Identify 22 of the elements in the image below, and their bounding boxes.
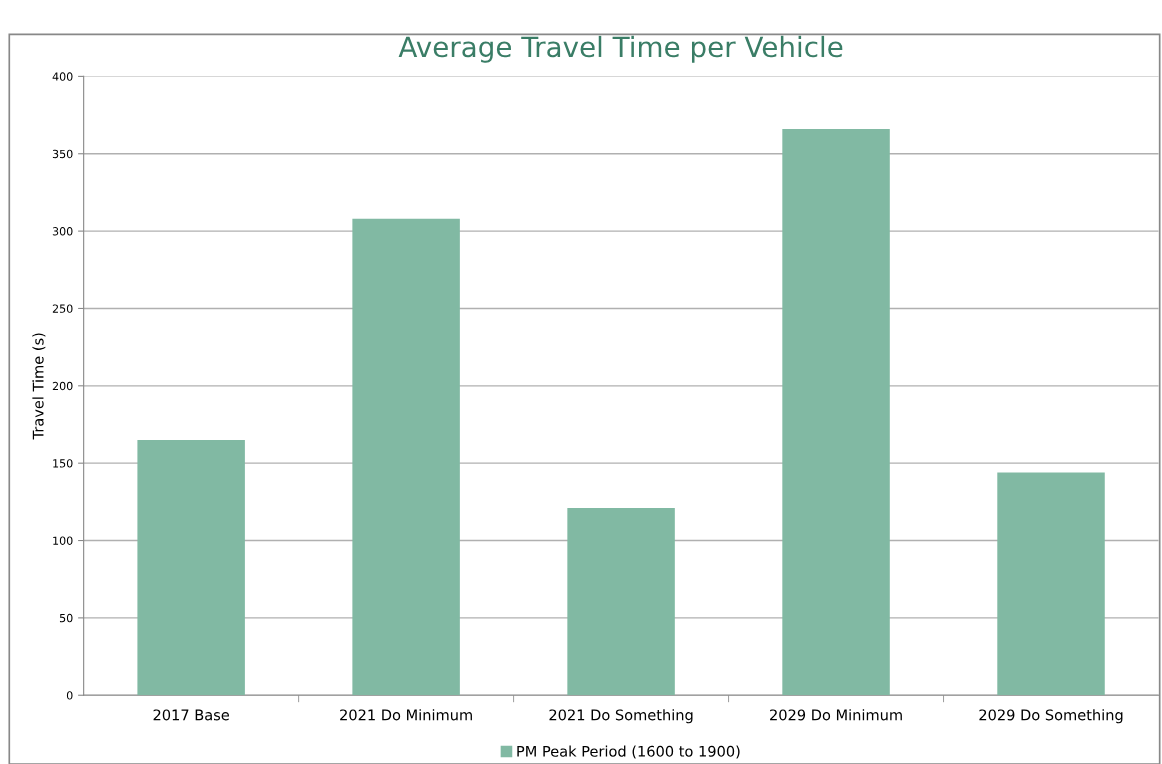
bar [137, 439, 245, 696]
y-axis-title: Travel Time (s) [32, 333, 46, 440]
legend-label: PM Peak Period (1600 to 1900) [517, 745, 740, 759]
bar [567, 508, 675, 696]
bar [782, 129, 890, 696]
y-tick-label: 300 [52, 227, 73, 236]
x-tick-label: 2029 Do Something [979, 709, 1123, 724]
bar [352, 218, 460, 696]
y-tick-label: 150 [53, 459, 73, 468]
y-tick-label: 200 [52, 381, 73, 391]
x-tick-label: 2021 Do Something [549, 709, 693, 724]
y-tick-label: 400 [52, 72, 73, 81]
y-tick-label: 250 [52, 304, 73, 313]
x-tick-label: 2017 Base [153, 709, 229, 721]
y-tick-label: 100 [53, 536, 73, 545]
bar [997, 472, 1105, 696]
x-tick-label: 2021 Do Minimum [340, 709, 472, 721]
chart-title: Average Travel Time per Vehicle [398, 35, 843, 63]
y-tick-label: 350 [52, 149, 73, 159]
x-tick-label: 2029 Do Minimum [770, 709, 902, 721]
y-tick-label: 50 [59, 613, 73, 623]
y-tick-label: 0 [66, 691, 73, 700]
